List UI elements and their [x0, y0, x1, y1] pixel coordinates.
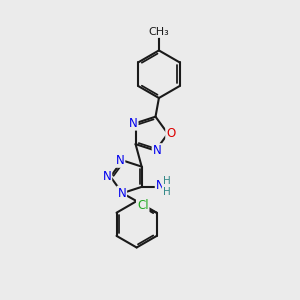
- Text: N: N: [116, 154, 124, 167]
- Text: O: O: [166, 127, 176, 140]
- Text: Cl: Cl: [137, 200, 148, 212]
- Text: H: H: [163, 176, 170, 186]
- Text: H: H: [163, 187, 170, 196]
- Text: N: N: [153, 144, 161, 157]
- Text: CH₃: CH₃: [148, 27, 169, 37]
- Text: N: N: [103, 170, 111, 183]
- Text: N: N: [117, 187, 126, 200]
- Text: N: N: [129, 117, 138, 130]
- Text: N: N: [156, 179, 164, 192]
